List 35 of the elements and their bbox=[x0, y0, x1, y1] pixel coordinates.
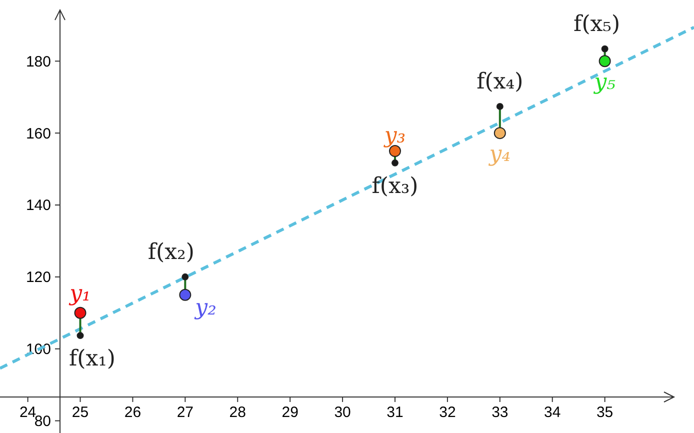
point bbox=[182, 273, 189, 280]
series-label: y₂ bbox=[194, 296, 216, 321]
x-tick-label: 34 bbox=[544, 404, 561, 421]
series-label: y₁ bbox=[68, 282, 91, 307]
x-tick-label: 25 bbox=[72, 404, 89, 421]
annotation: f(x₁) bbox=[68, 346, 116, 372]
x-tick-label: 32 bbox=[439, 404, 456, 421]
y-tick-label: 140 bbox=[26, 197, 51, 214]
annotation: f(x₄) bbox=[476, 69, 524, 94]
point bbox=[76, 332, 84, 340]
annotation: f(x₃) bbox=[372, 174, 418, 199]
point bbox=[392, 159, 398, 166]
point bbox=[598, 55, 611, 68]
annotation: f(x₂) bbox=[148, 240, 194, 265]
x-tick-label: 31 bbox=[386, 404, 404, 421]
annotation: f(x₅) bbox=[574, 12, 620, 37]
y-tick-label: 120 bbox=[26, 269, 51, 286]
x-tick-label: 28 bbox=[229, 404, 246, 421]
y-tick-label: 160 bbox=[26, 125, 51, 142]
x-tick-label: 26 bbox=[124, 404, 142, 421]
series-label: y₄ bbox=[488, 142, 511, 167]
x-tick-label: 27 bbox=[176, 404, 194, 421]
x-tick-label: 35 bbox=[596, 404, 614, 421]
series-label: y₅ bbox=[593, 70, 616, 95]
x-tick-label: 30 bbox=[334, 404, 351, 421]
x-tick-label: 29 bbox=[282, 404, 298, 421]
series-label: y₃ bbox=[383, 124, 406, 149]
point bbox=[496, 102, 504, 110]
y-tick-label: 180 bbox=[26, 53, 51, 70]
point bbox=[179, 288, 192, 301]
point bbox=[74, 306, 86, 319]
x-tick-label: 33 bbox=[492, 404, 508, 421]
point bbox=[494, 127, 506, 140]
x-tick-label: 24 bbox=[19, 404, 36, 421]
point bbox=[601, 45, 608, 52]
